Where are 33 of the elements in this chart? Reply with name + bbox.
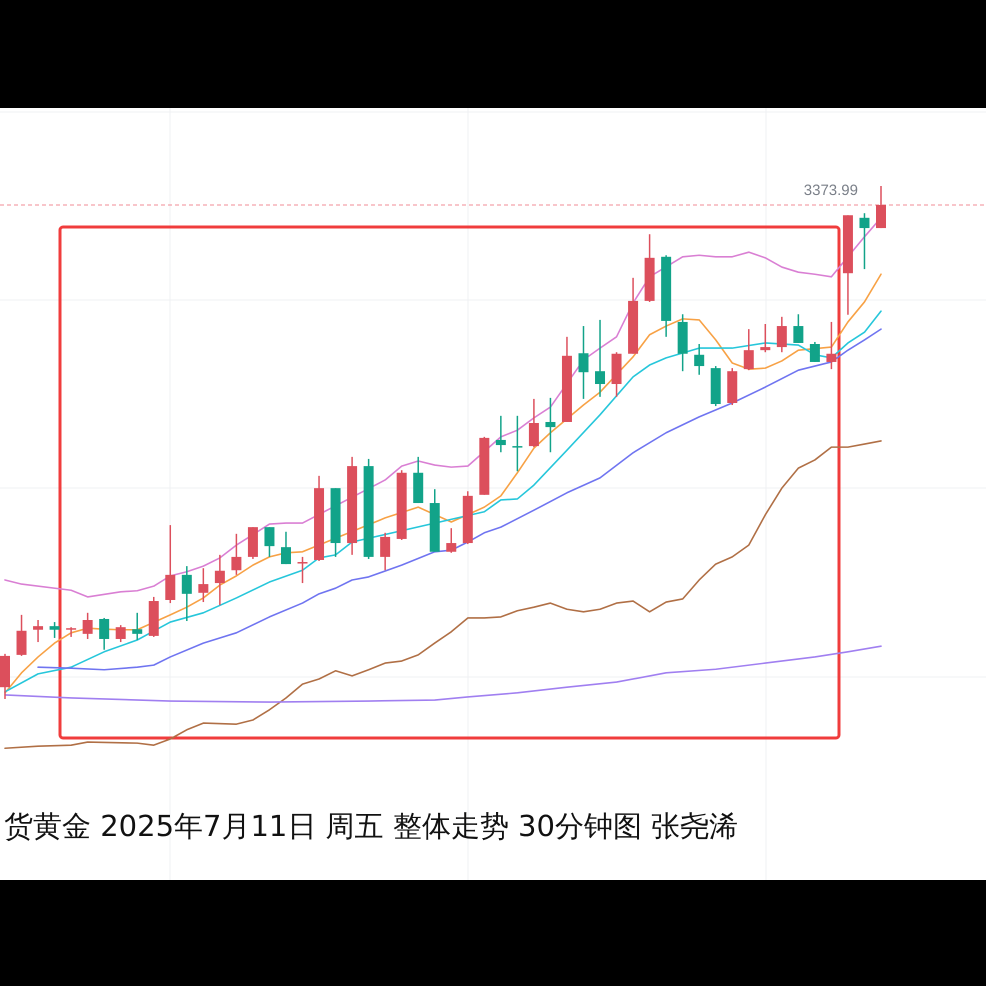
candlestick — [298, 556, 308, 584]
candlestick — [82, 612, 93, 640]
candlestick — [182, 565, 192, 622]
candlestick — [198, 567, 208, 603]
candlestick — [694, 343, 704, 376]
candlestick — [280, 531, 291, 565]
candlestick — [744, 328, 754, 371]
annotation: 3373.99 — [804, 182, 858, 199]
candlestick — [496, 415, 506, 453]
candlestick — [116, 624, 126, 643]
candlestick — [876, 185, 886, 229]
candlestick — [33, 619, 44, 643]
candlestick — [760, 323, 770, 353]
candlestick — [810, 341, 820, 363]
candlestick — [231, 533, 242, 576]
candlestick — [826, 321, 836, 370]
candlestick — [512, 415, 522, 472]
candlestick — [793, 314, 804, 344]
candlestick — [380, 532, 390, 571]
candlestick — [66, 626, 76, 638]
candlestick — [578, 325, 588, 400]
candlestick — [132, 612, 142, 641]
candlestick — [528, 398, 539, 448]
candlestick — [99, 617, 110, 650]
candlestick — [50, 621, 60, 639]
candlestick — [859, 212, 870, 270]
text: 货黄金 2025年7月11日 周五 整体走势 30分钟图 张尧浠 — [4, 809, 738, 843]
candlestick — [264, 526, 274, 558]
candlestick — [776, 316, 787, 353]
candlestick — [214, 554, 225, 606]
candlestick — [446, 527, 456, 554]
candlestick — [545, 397, 556, 453]
candlestick — [595, 319, 606, 398]
